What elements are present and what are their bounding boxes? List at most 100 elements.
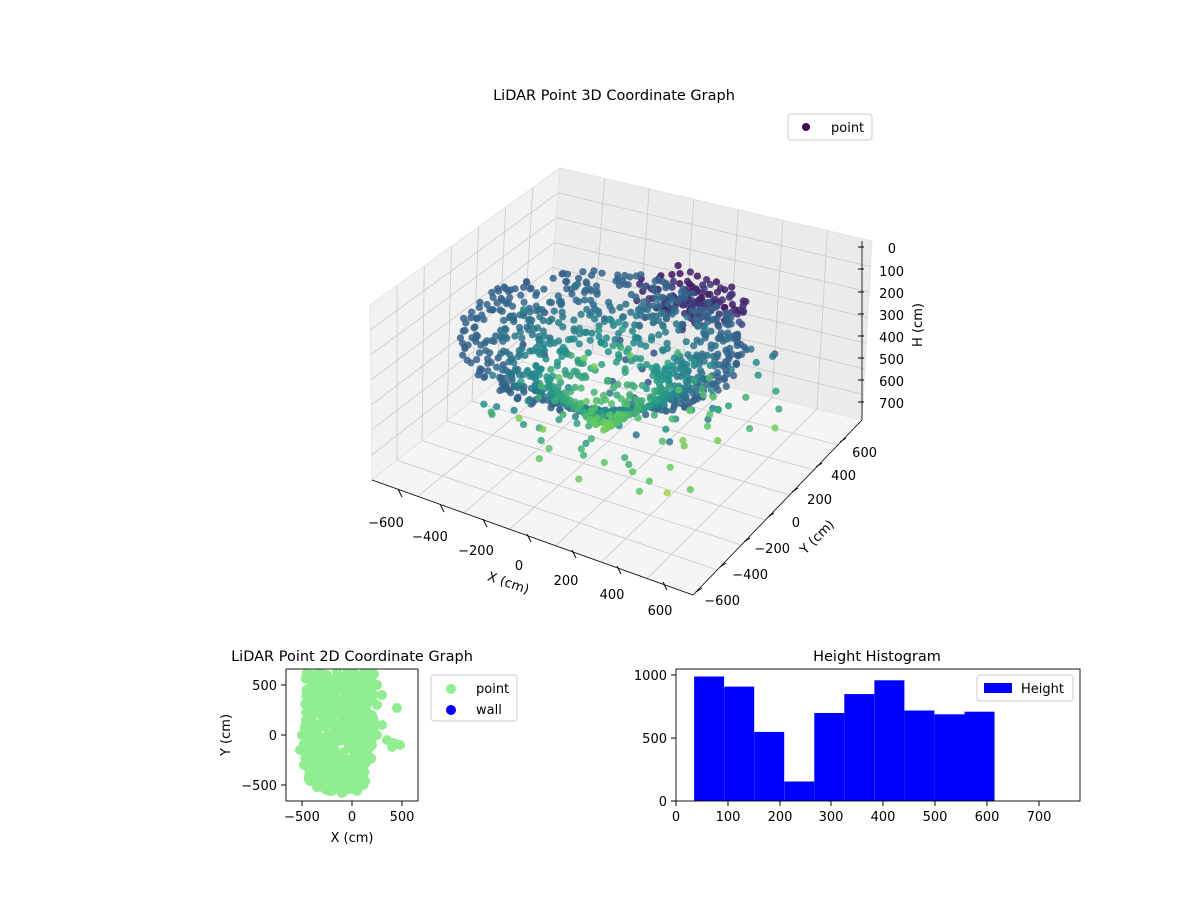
point-3d [499, 361, 507, 369]
point-2d [347, 780, 357, 790]
point-3d [724, 329, 732, 337]
point-3d [607, 317, 616, 325]
chart-histogram: Height Histogram 0 100 200 300 400 500 6… [634, 649, 1081, 825]
x-tick-3d: 400 [600, 588, 625, 603]
grid-line-3d [471, 226, 790, 496]
point-3d [587, 435, 595, 443]
point-3d [604, 376, 612, 384]
x-tick-histogram: 300 [819, 810, 844, 825]
point-3d [600, 317, 609, 326]
point-3d [523, 366, 532, 375]
grid-line-3d [446, 246, 766, 521]
point-3d [700, 285, 708, 293]
point-3d [632, 395, 640, 403]
point-2d [372, 680, 382, 690]
x-tick-2d: 500 [390, 810, 415, 825]
point-3d [571, 282, 579, 290]
point-3d [509, 312, 518, 320]
point-3d [720, 304, 728, 312]
y-axis-label-2d: Y (cm) [219, 714, 234, 757]
point-3d [539, 327, 547, 335]
point-2d [322, 750, 332, 760]
point-3d [567, 351, 575, 360]
point-3d [555, 337, 563, 345]
legend-3d-marker [802, 123, 810, 131]
y-ticks-3d: −600 −400 −200 0 200 400 600 [695, 437, 877, 609]
point-3d [635, 487, 644, 495]
chart-3d: LiDAR Point 3D Coordinate Graph −600 −40… [368, 88, 926, 619]
point-3d [692, 316, 700, 324]
point-3d [580, 288, 589, 297]
point-3d [547, 299, 556, 307]
point-3d [579, 268, 587, 276]
point-3d [577, 445, 586, 453]
point-2d [322, 771, 333, 782]
point-3d [592, 414, 601, 422]
point-2d [327, 690, 337, 700]
point-3d [518, 334, 526, 342]
point-3d [577, 399, 585, 407]
point-3d [570, 325, 578, 333]
point-3d [575, 298, 583, 306]
point-3d [726, 344, 734, 352]
point-3d [528, 331, 536, 339]
point-3d [712, 278, 721, 286]
point-3d [709, 393, 717, 401]
point-3d [698, 350, 706, 358]
point-3d [733, 339, 741, 347]
x-tick-3d: −400 [412, 530, 448, 545]
point-2d [327, 786, 337, 796]
y-ticks-histogram: 0 500 1000 [634, 669, 676, 810]
y-tick-histogram: 1000 [634, 669, 667, 684]
point-2d [328, 760, 339, 771]
point-3d [636, 362, 645, 370]
point-3d [649, 284, 658, 292]
point-3d [555, 374, 563, 382]
legend-2d-marker-point [446, 684, 456, 694]
point-2d [392, 703, 402, 713]
point-3d [549, 372, 557, 380]
point-3d [489, 371, 497, 379]
point-3d [732, 359, 741, 367]
point-2d [344, 742, 355, 753]
point-3d [661, 328, 670, 336]
point-3d [614, 271, 622, 279]
point-2d [344, 677, 355, 688]
point-3d [624, 345, 633, 353]
point-3d [582, 397, 591, 406]
point-3d [598, 269, 606, 277]
point-3d [663, 339, 671, 347]
point-3d [675, 386, 683, 394]
point-3d [577, 384, 585, 392]
point-3d [707, 327, 715, 335]
point-3d [542, 355, 550, 363]
point-3d [696, 367, 705, 375]
point-3d [614, 380, 622, 388]
point-3d [467, 314, 475, 322]
point-3d [487, 408, 495, 416]
point-2d [372, 730, 382, 740]
point-3d [460, 314, 468, 322]
point-3d [598, 360, 606, 369]
point-3d [575, 340, 583, 348]
point-3d [714, 437, 722, 445]
point-2d [306, 722, 317, 733]
point-3d [669, 277, 678, 285]
x-tick-histogram: 100 [716, 810, 741, 825]
point-2d [342, 760, 352, 770]
point-3d [486, 349, 494, 357]
point-3d [605, 418, 614, 426]
point-3d [650, 387, 659, 395]
point-3d [635, 321, 643, 329]
point-3d [771, 424, 779, 432]
y-tick-2d: −500 [241, 779, 277, 794]
grid-line-3d [421, 265, 742, 546]
point-3d [735, 318, 743, 326]
point-3d [690, 342, 698, 350]
point-3d [511, 332, 519, 340]
point-3d [527, 284, 535, 292]
point-3d [563, 270, 572, 278]
grid-line-3d [496, 207, 814, 471]
point-3d [580, 451, 588, 459]
